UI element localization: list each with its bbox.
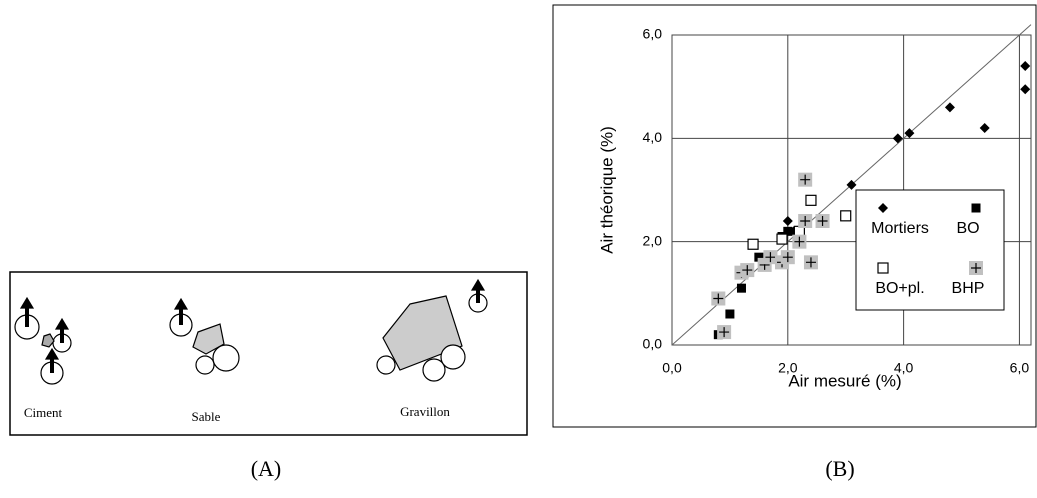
point-plus	[800, 174, 811, 185]
point	[747, 238, 759, 250]
point-plus	[971, 263, 981, 273]
panel-a-frame	[9, 271, 528, 436]
y-tick-label: 2,0	[643, 232, 663, 248]
legend-marker	[877, 262, 889, 274]
panel-a-label: Sable	[192, 409, 221, 424]
point-plus	[782, 252, 793, 263]
x-tick-label: 6,0	[1010, 360, 1030, 376]
x-tick-label: 0,0	[662, 360, 682, 376]
arrow-head	[19, 296, 35, 309]
point	[717, 325, 732, 340]
point-plus	[742, 265, 753, 276]
point	[904, 128, 915, 139]
panel-a-label: Ciment	[24, 405, 63, 420]
point	[805, 194, 817, 206]
point	[754, 252, 764, 262]
air-bubble	[376, 355, 396, 375]
point-plus	[719, 327, 730, 338]
legend-label: BHP	[952, 280, 985, 297]
point	[711, 291, 726, 306]
arrow-head	[173, 297, 189, 310]
legend-label: Mortiers	[871, 220, 929, 237]
legend-label: BO	[956, 220, 979, 237]
point-plus	[800, 216, 811, 226]
y-tick-label: 0,0	[643, 336, 663, 352]
y-axis-label: Air théorique (%)	[597, 126, 616, 254]
x-tick-label: 2,0	[778, 360, 798, 376]
caption: (B)	[825, 456, 854, 481]
y-tick-label: 6,0	[643, 26, 663, 42]
point	[783, 226, 793, 236]
point	[840, 210, 852, 222]
legend-marker	[971, 203, 981, 213]
legend-marker	[969, 261, 983, 275]
point	[740, 263, 755, 278]
point	[815, 214, 830, 228]
air-bubble	[195, 355, 215, 375]
point	[776, 233, 788, 245]
point-plus	[794, 236, 805, 247]
sand-grain	[192, 323, 225, 355]
point-plus	[765, 252, 776, 263]
point	[1020, 61, 1031, 71]
arrow-head	[54, 317, 70, 330]
point	[792, 234, 807, 249]
air-bubble	[212, 344, 240, 372]
plot-border	[671, 34, 1032, 346]
point	[892, 133, 903, 144]
y-tick-label: 4,0	[643, 129, 663, 145]
air-bubble	[440, 344, 466, 370]
point	[798, 214, 813, 228]
point-plus	[805, 257, 816, 268]
x-axis-label: Air mesuré (%)	[788, 371, 901, 390]
x-tick-label: 4,0	[894, 360, 914, 376]
arrow-head	[470, 278, 486, 291]
point	[944, 102, 955, 113]
caption: (A)	[251, 456, 282, 481]
legend-label: BO+pl.	[875, 280, 924, 297]
arrow-head	[44, 347, 60, 360]
point	[782, 216, 793, 226]
point	[798, 172, 813, 187]
point	[736, 283, 746, 293]
point	[803, 255, 818, 270]
point-plus	[817, 216, 828, 226]
cement-grain	[41, 333, 55, 348]
point	[763, 250, 778, 265]
chart-frame	[552, 4, 1037, 428]
point	[846, 179, 857, 190]
panel-a	[9, 271, 528, 436]
point	[979, 123, 990, 133]
panel-a-label: Gravillon	[400, 404, 450, 419]
point	[780, 250, 795, 265]
point	[725, 309, 735, 319]
legend-marker	[878, 203, 888, 213]
air-bubble	[422, 358, 446, 382]
point	[1020, 84, 1031, 95]
point-plus	[713, 293, 724, 304]
